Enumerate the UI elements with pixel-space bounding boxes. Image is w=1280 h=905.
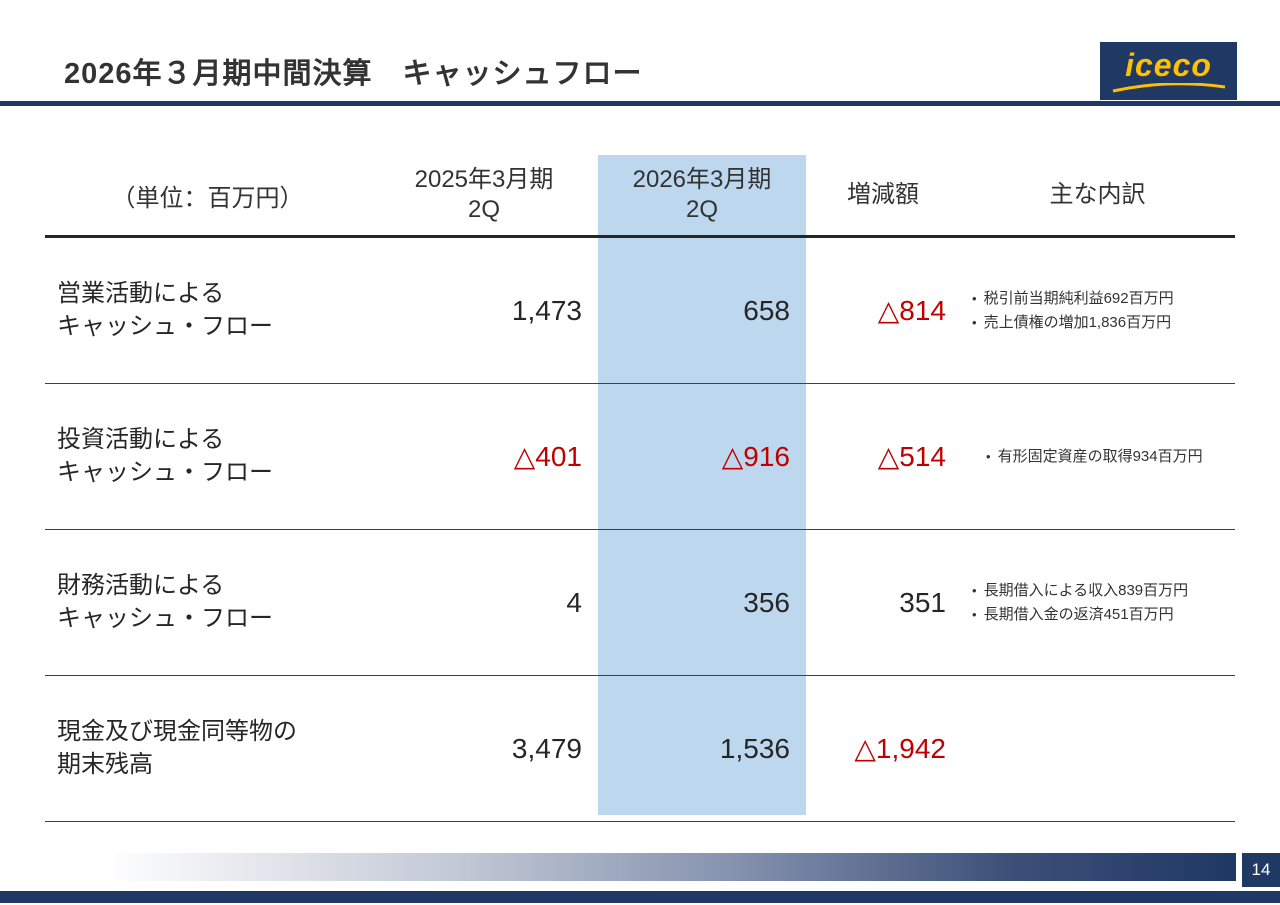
page-number: 14 — [1242, 853, 1280, 887]
row-label: 投資活動による キャッシュ・フロー — [57, 426, 273, 486]
prev-value: 1,473 — [511, 294, 582, 326]
note-text: 長期借入金の返済451百万円 — [983, 605, 1174, 623]
notes-cell — [960, 676, 1235, 821]
note-text: 売上債権の増加1,836百万円 — [983, 313, 1172, 331]
change-value: △814 — [877, 295, 946, 326]
curr-value: 356 — [743, 586, 790, 618]
bullet-icon: • — [972, 606, 977, 622]
title-underline — [0, 101, 1280, 106]
bullet-icon: • — [972, 314, 977, 330]
change-value: △514 — [877, 441, 946, 472]
table-row-cash-balance: 現金及び現金同等物の 期末残高 3,479 1,536 △1,942 — [45, 676, 1235, 822]
note-text: 長期借入による収入839百万円 — [983, 582, 1189, 599]
row-label: 現金及び現金同等物の 期末残高 — [57, 718, 297, 778]
change-value: 351 — [899, 586, 946, 618]
note-item: • 長期借入による収入839百万円 — [972, 581, 1188, 601]
row-label: 財務活動による キャッシュ・フロー — [57, 572, 273, 632]
notes-cell: • 税引前当期純利益692百万円 • 売上債権の増加1,836百万円 — [960, 238, 1235, 383]
column-header-change: 増減額 — [847, 181, 919, 208]
unit-label: （単位：百万円） — [111, 184, 304, 212]
company-logo: iceco — [1100, 42, 1237, 100]
curr-value: 1,536 — [719, 732, 790, 764]
logo-swoosh-icon — [1112, 83, 1225, 93]
note-item: • 税引前当期純利益692百万円 — [972, 289, 1174, 309]
table-row-operating: 営業活動による キャッシュ・フロー 1,473 658 △814 • 税引前当期… — [45, 238, 1235, 384]
note-text: 税引前当期純利益692百万円 — [983, 290, 1174, 307]
note-item: • 長期借入金の返済451百万円 — [972, 605, 1174, 625]
row-label: 営業活動による キャッシュ・フロー — [57, 280, 273, 340]
table-row-investing: 投資活動による キャッシュ・フロー △401 △916 △514 • 有形固定資… — [45, 384, 1235, 530]
bullet-icon: • — [986, 448, 991, 464]
table-header-row: （単位：百万円） 2025年3月期 2Q 2026年3月期 2Q 増減額 主な内… — [45, 155, 1235, 238]
notes-cell: • 長期借入による収入839百万円 • 長期借入金の返済451百万円 — [960, 530, 1235, 675]
note-item: • 売上債権の増加1,836百万円 — [972, 313, 1171, 333]
curr-value: △916 — [721, 441, 790, 472]
column-header-notes: 主な内訳 — [1049, 181, 1146, 208]
change-value: △1,942 — [854, 733, 946, 764]
prev-value: 4 — [566, 586, 582, 618]
prev-value: 3,479 — [511, 732, 582, 764]
company-logo-text: iceco — [1125, 47, 1212, 83]
cash-flow-table: （単位：百万円） 2025年3月期 2Q 2026年3月期 2Q 増減額 主な内… — [45, 155, 1235, 822]
bullet-icon: • — [972, 583, 977, 598]
curr-value: 658 — [743, 294, 790, 326]
bullet-icon: • — [972, 291, 977, 306]
note-item: • 有形固定資産の取得934百万円 — [972, 447, 1203, 467]
footer-gradient-bar — [115, 853, 1236, 881]
footer-bottom-strip — [0, 891, 1280, 903]
table-row-financing: 財務活動による キャッシュ・フロー 4 356 351 • 長期借入による収入8… — [45, 530, 1235, 676]
note-text: 有形固定資産の取得934百万円 — [997, 447, 1203, 465]
current-period-highlight — [598, 155, 806, 815]
page-title: 2026年３月期中間決算 キャッシュフロー — [64, 58, 643, 90]
column-header-prev-period: 2025年3月期 2Q — [414, 166, 554, 223]
column-header-current-period: 2026年3月期 2Q — [632, 166, 772, 223]
prev-value: △401 — [513, 441, 582, 472]
notes-cell: • 有形固定資産の取得934百万円 — [960, 384, 1235, 529]
